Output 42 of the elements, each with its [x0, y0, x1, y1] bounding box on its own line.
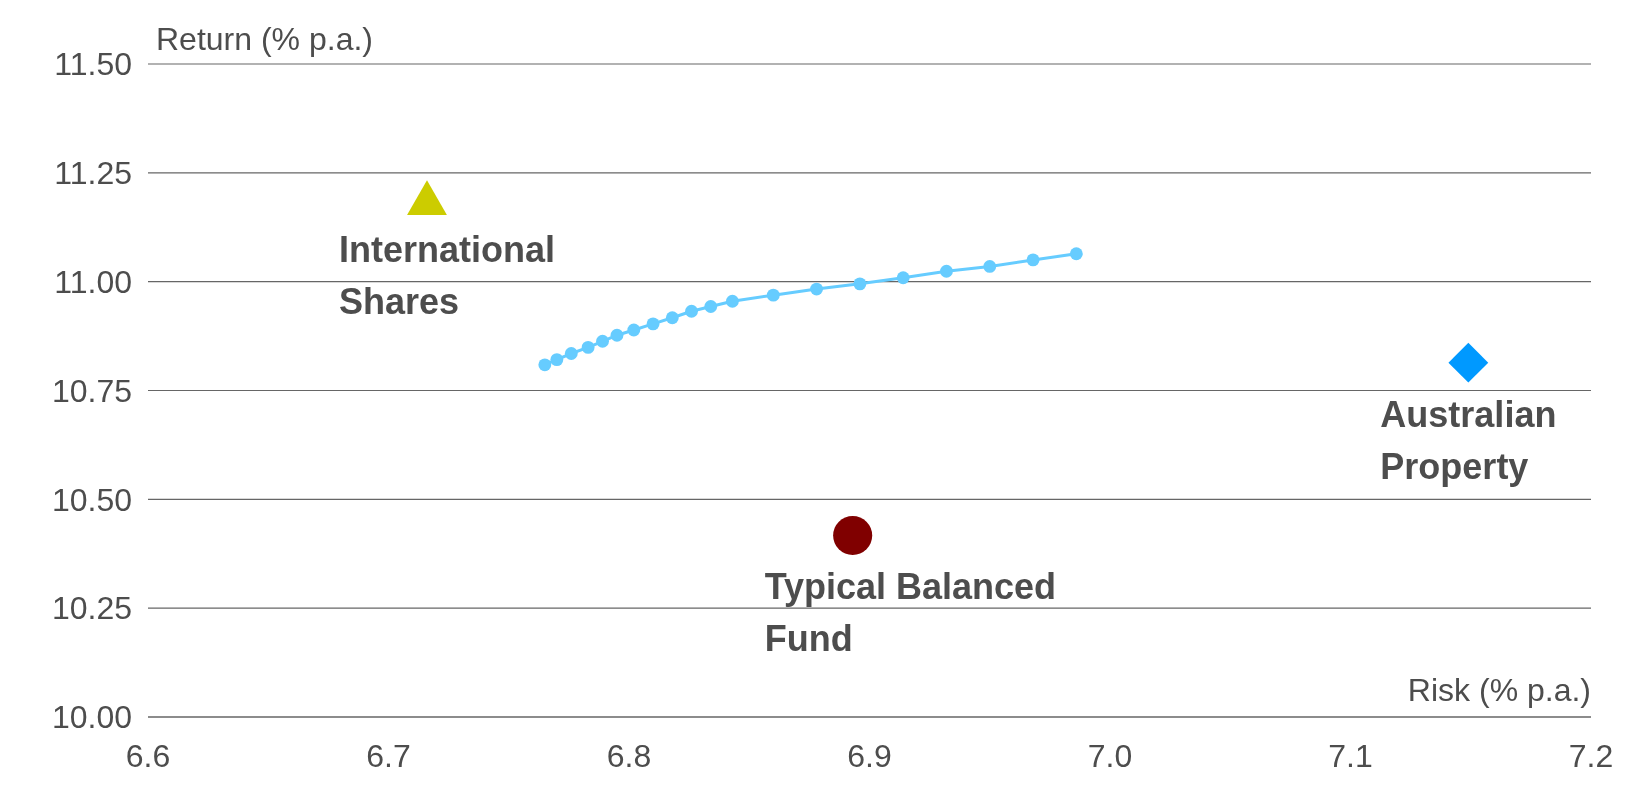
point: [704, 300, 718, 313]
point: [665, 311, 679, 325]
x-tick-label: 6.6: [125, 738, 171, 774]
point: [1069, 247, 1083, 261]
y-tick-label: 10.75: [51, 372, 132, 409]
y-axis-title: Return (% p.a.): [156, 21, 373, 57]
x-tick-label: 7.0: [1087, 738, 1133, 774]
point: [833, 515, 873, 555]
series-label: International Shares: [338, 228, 556, 322]
point: [550, 353, 564, 367]
point: [983, 260, 997, 273]
x-tick-label: 6.9: [847, 738, 892, 774]
x-tick-label: 7.2: [1568, 738, 1614, 774]
point: [610, 328, 624, 342]
point: [407, 180, 447, 215]
point: [1448, 342, 1489, 383]
x-axis-title: Risk (% p.a.): [1407, 672, 1591, 708]
point: [940, 264, 953, 278]
x-tick-label: 7.1: [1328, 738, 1373, 774]
point: [1026, 253, 1040, 267]
point: [853, 277, 867, 291]
point: [766, 288, 780, 302]
y-tick-label: 11.50: [54, 46, 132, 83]
point: [596, 334, 609, 348]
y-tick-label: 11.00: [54, 263, 132, 300]
point: [685, 304, 698, 318]
point: [581, 340, 595, 354]
y-tick-label: 10.25: [51, 590, 132, 627]
point: [538, 358, 552, 372]
point: [725, 294, 739, 308]
series-label: Australian Property: [1380, 393, 1557, 487]
y-tick-label: 10.50: [51, 481, 132, 518]
y-tick-label: 10.00: [51, 699, 132, 736]
text: Typical Balanced Fund: [764, 566, 1057, 660]
point: [810, 282, 824, 296]
y-tick-label: 11.25: [54, 155, 132, 192]
point: [896, 271, 910, 285]
point: [564, 347, 578, 360]
point: [627, 323, 641, 337]
point: [646, 317, 660, 331]
x-tick-label: 6.7: [366, 738, 411, 774]
x-tick-label: 6.8: [606, 738, 652, 774]
